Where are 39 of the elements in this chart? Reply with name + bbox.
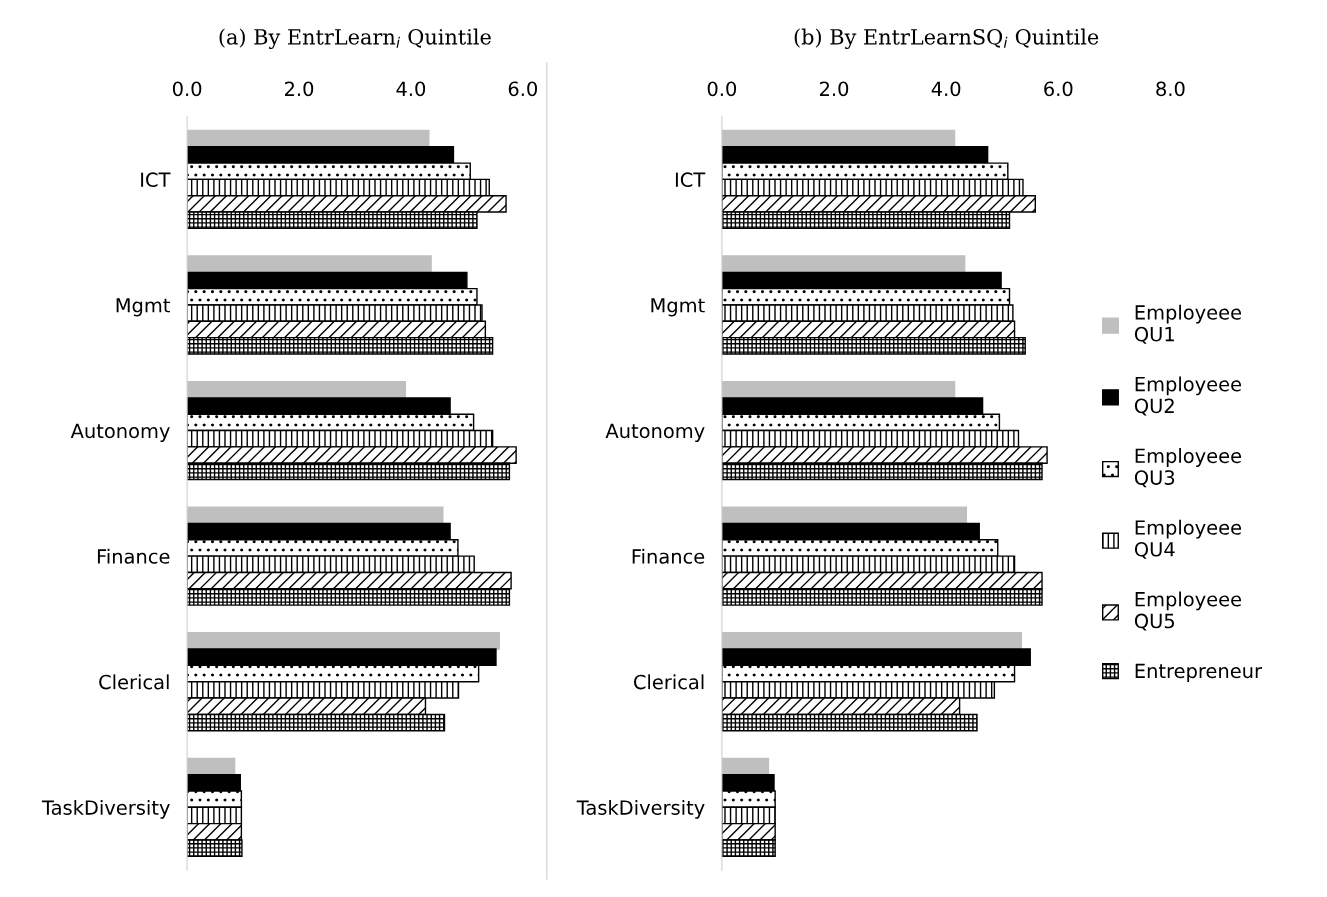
- y-tick-label: Finance: [632, 548, 705, 564]
- legend-label: Employeee QU4: [1134, 519, 1242, 559]
- bar: [721, 632, 1022, 650]
- bar: [721, 380, 956, 399]
- legend-label: Employeee QU5: [1134, 591, 1242, 631]
- chart-title: (b) By EntrLearnSQ$_{i}$ Quintile: [794, 28, 1099, 50]
- x-tick-label: 4.0: [396, 81, 426, 97]
- bar: [187, 255, 432, 274]
- bar: [721, 255, 966, 274]
- y-tick-label: ICT: [141, 172, 171, 188]
- y-tick-label: Clerical: [633, 674, 704, 690]
- y-tick-label: TaskDiversity: [41, 799, 170, 819]
- y-tick-label: TaskDiversity: [576, 799, 705, 819]
- bar: [721, 506, 968, 525]
- bar: [187, 380, 407, 399]
- y-tick-label: ICT: [675, 172, 706, 188]
- y-tick-label: Clerical: [99, 674, 169, 690]
- x-tick-label: 0.0: [707, 81, 737, 97]
- x-tick-label: 8.0: [1156, 81, 1185, 97]
- legend-label: Employeee QU1: [1134, 304, 1242, 344]
- x-tick-label: 2.0: [819, 81, 849, 97]
- bar: [721, 129, 956, 148]
- legend-label: Employeee QU3: [1134, 448, 1242, 488]
- legend-label: Entrepreneur: [1135, 663, 1263, 683]
- bar: [187, 129, 430, 148]
- x-tick-label: 6.0: [508, 81, 538, 97]
- x-tick-label: 6.0: [1044, 81, 1073, 97]
- bar: [187, 506, 444, 525]
- y-tick-label: Autonomy: [605, 423, 705, 442]
- legend-label: Employeee QU2: [1134, 376, 1242, 416]
- y-tick-label: Mgmt: [651, 298, 705, 317]
- x-tick-label: 2.0: [284, 81, 314, 97]
- x-tick-label: 0.0: [172, 81, 202, 97]
- y-tick-label: Finance: [97, 548, 170, 564]
- x-tick-label: 4.0: [931, 81, 961, 97]
- chart-title: (a) By EntrLearn$_{i}$ Quintile: [219, 28, 491, 50]
- y-tick-label: Mgmt: [116, 298, 170, 317]
- y-tick-label: Autonomy: [70, 423, 170, 442]
- bar: [187, 632, 501, 650]
